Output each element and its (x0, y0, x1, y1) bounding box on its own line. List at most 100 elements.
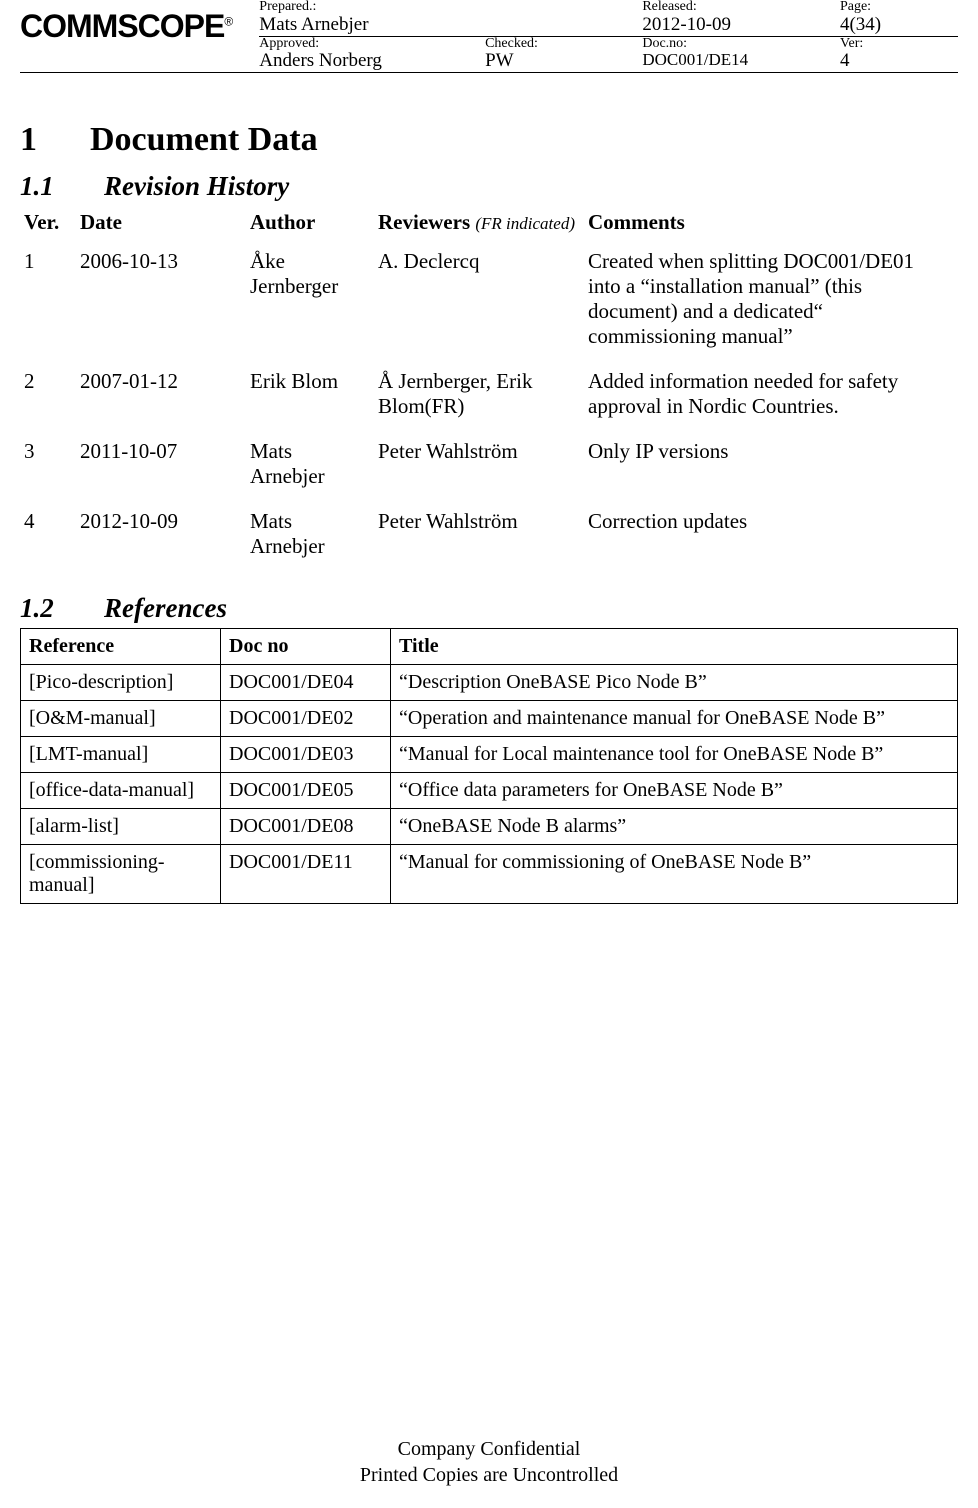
references-table: Reference Doc no Title [Pico-description… (20, 628, 958, 904)
cell-comments: Only IP versions (584, 431, 958, 501)
approved-block: Approved: Anders Norberg (259, 36, 485, 73)
cell-docno: DOC001/DE04 (221, 665, 391, 701)
footer-line-2: Printed Copies are Uncontrolled (0, 1464, 978, 1487)
checked-value: PW (485, 51, 642, 72)
table-row: 32011-10-07Mats ArnebjerPeter WahlströmO… (20, 431, 958, 501)
cell-reference: [office-data-manual] (21, 773, 221, 809)
section-number: 1 (20, 121, 90, 159)
cell-ver: 1 (20, 241, 76, 361)
table-row: 12006-10-13Åke JernbergerA. DeclercqCrea… (20, 241, 958, 361)
col-reviewers: Reviewers (FR indicated) (374, 206, 584, 241)
logo-text: COMMSCOPE (20, 8, 224, 44)
cell-date: 2012-10-09 (76, 501, 246, 571)
cell-comments: Correction updates (584, 501, 958, 571)
cell-date: 2006-10-13 (76, 241, 246, 361)
col-reviewers-note: (FR indicated) (475, 214, 575, 233)
col-docno: Doc no (221, 629, 391, 665)
page-footer: Company Confidential Printed Copies are … (0, 1435, 978, 1490)
subsection-heading: 1.1Revision History (20, 171, 958, 202)
subsection-title: Revision History (104, 171, 289, 201)
document-header: COMMSCOPE® Prepared.: Mats Arnebjer Rele… (20, 0, 958, 73)
cell-title: “Manual for commissioning of OneBASE Nod… (391, 845, 958, 904)
checked-block: Checked: PW (485, 36, 642, 73)
cell-comments: Created when splitting DOC001/DE01 into … (584, 241, 958, 361)
cell-author: Erik Blom (246, 361, 374, 431)
cell-author: Mats Arnebjer (246, 501, 374, 571)
approved-value: Anders Norberg (259, 51, 485, 72)
ver-label: Ver: (840, 37, 958, 52)
released-block: Released: 2012-10-09 (642, 0, 840, 36)
page-label: Page: (840, 0, 958, 15)
revision-history-table: Ver. Date Author Reviewers (FR indicated… (20, 206, 958, 571)
col-title: Title (391, 629, 958, 665)
col-author: Author (246, 206, 374, 241)
ver-block: Ver: 4 (840, 36, 958, 73)
cell-title: “Manual for Local maintenance tool for O… (391, 737, 958, 773)
cell-reference: [alarm-list] (21, 809, 221, 845)
page-block: Page: 4(34) (840, 0, 958, 36)
cell-reference: [O&M-manual] (21, 701, 221, 737)
col-comments: Comments (584, 206, 958, 241)
logo-registered: ® (224, 14, 232, 28)
logo: COMMSCOPE® (20, 0, 259, 57)
table-header-row: Ver. Date Author Reviewers (FR indicated… (20, 206, 958, 241)
table-row: [LMT-manual]DOC001/DE03“Manual for Local… (21, 737, 958, 773)
footer-line-1: Company Confidential (0, 1438, 978, 1461)
cell-docno: DOC001/DE05 (221, 773, 391, 809)
cell-reviewers: Å Jernberger, Erik Blom(FR) (374, 361, 584, 431)
ver-value: 4 (840, 51, 958, 72)
table-row: 42012-10-09Mats ArnebjerPeter WahlströmC… (20, 501, 958, 571)
section-heading: 1Document Data (20, 121, 958, 159)
released-value: 2012-10-09 (642, 15, 840, 36)
col-reference: Reference (21, 629, 221, 665)
subsection-number: 1.1 (20, 171, 104, 202)
cell-title: “Operation and maintenance manual for On… (391, 701, 958, 737)
cell-docno: DOC001/DE08 (221, 809, 391, 845)
docno-value: DOC001/DE14 (642, 51, 840, 70)
cell-reviewers: Peter Wahlström (374, 501, 584, 571)
cell-ver: 2 (20, 361, 76, 431)
table-row: 22007-01-12Erik BlomÅ Jernberger, Erik B… (20, 361, 958, 431)
cell-author: Åke Jernberger (246, 241, 374, 361)
approved-label: Approved: (259, 37, 485, 52)
cell-docno: DOC001/DE03 (221, 737, 391, 773)
logo-cell: COMMSCOPE® (20, 0, 259, 73)
table-row: [Pico-description]DOC001/DE04“Descriptio… (21, 665, 958, 701)
subsection-number: 1.2 (20, 593, 104, 624)
prepared-block: Prepared.: Mats Arnebjer (259, 0, 642, 36)
table-row: [office-data-manual]DOC001/DE05“Office d… (21, 773, 958, 809)
table-row: [O&M-manual]DOC001/DE02“Operation and ma… (21, 701, 958, 737)
cell-comments: Added information needed for safety appr… (584, 361, 958, 431)
subsection-heading: 1.2References (20, 593, 958, 624)
cell-date: 2011-10-07 (76, 431, 246, 501)
cell-reviewers: A. Declercq (374, 241, 584, 361)
cell-ver: 3 (20, 431, 76, 501)
cell-title: “OneBASE Node B alarms” (391, 809, 958, 845)
cell-reference: [LMT-manual] (21, 737, 221, 773)
cell-reference: [commissioning-manual] (21, 845, 221, 904)
released-label: Released: (642, 0, 840, 15)
table-header-row: Reference Doc no Title (21, 629, 958, 665)
cell-title: “Office data parameters for OneBASE Node… (391, 773, 958, 809)
col-date: Date (76, 206, 246, 241)
cell-date: 2007-01-12 (76, 361, 246, 431)
cell-ver: 4 (20, 501, 76, 571)
table-row: [alarm-list]DOC001/DE08“OneBASE Node B a… (21, 809, 958, 845)
cell-reference: [Pico-description] (21, 665, 221, 701)
col-reviewers-text: Reviewers (378, 210, 470, 234)
cell-title: “Description OneBASE Pico Node B” (391, 665, 958, 701)
page-value: 4(34) (840, 15, 958, 36)
document-page: COMMSCOPE® Prepared.: Mats Arnebjer Rele… (0, 0, 978, 1508)
prepared-value: Mats Arnebjer (259, 15, 642, 36)
prepared-label: Prepared.: (259, 0, 642, 15)
subsection-title: References (104, 593, 227, 623)
col-ver: Ver. (20, 206, 76, 241)
cell-docno: DOC001/DE11 (221, 845, 391, 904)
docno-block: Doc.no: DOC001/DE14 (642, 36, 840, 73)
cell-reviewers: Peter Wahlström (374, 431, 584, 501)
cell-docno: DOC001/DE02 (221, 701, 391, 737)
docno-label: Doc.no: (642, 37, 840, 52)
cell-author: Mats Arnebjer (246, 431, 374, 501)
table-row: [commissioning-manual]DOC001/DE11“Manual… (21, 845, 958, 904)
checked-label: Checked: (485, 37, 642, 52)
